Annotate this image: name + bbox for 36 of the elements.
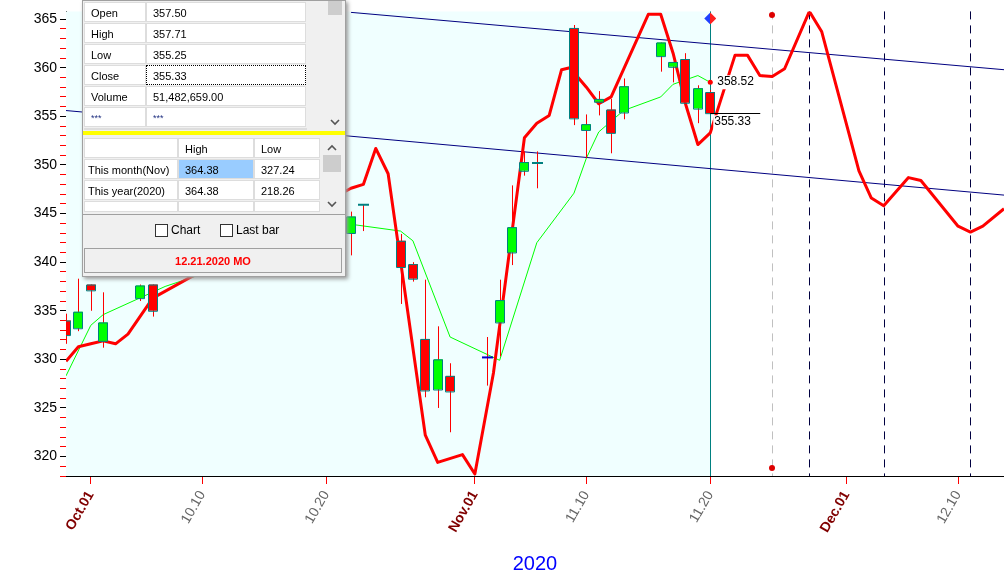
annotation: 355.33 — [714, 114, 752, 129]
y-tick-label: 360 — [33, 58, 58, 75]
annotation: Last bar — [236, 223, 280, 237]
annotation: 327.24 — [254, 159, 320, 179]
y-tick-label: 340 — [33, 253, 58, 270]
annotation: 358.52 — [717, 74, 755, 89]
annotation: *** — [84, 107, 146, 127]
annotation: 218.26 — [254, 180, 320, 200]
y-tick-label: 335 — [33, 301, 58, 318]
annotation: Close — [84, 65, 146, 85]
annotation: This year(2020) — [84, 180, 178, 200]
annotation: 357.50 — [146, 2, 306, 22]
annotation: 355.25 — [146, 44, 306, 64]
annotation: High — [84, 23, 146, 43]
y-tick-label: 320 — [33, 447, 58, 464]
annotation: 355.33 — [146, 65, 306, 85]
annotation: This month(Nov) — [84, 159, 178, 179]
annotation: Chart — [171, 223, 201, 237]
y-tick-label: 325 — [33, 398, 58, 415]
y-tick-label: 345 — [33, 204, 58, 221]
y-tick-label: 355 — [33, 107, 58, 124]
annotation: 51,482,659.00 — [146, 86, 306, 106]
annotation: 364.38 — [178, 159, 254, 179]
annotation: *** — [146, 107, 306, 127]
y-tick-label: 350 — [33, 155, 58, 172]
annotation: 357.71 — [146, 23, 306, 43]
x-axis-title: 2020 — [512, 551, 558, 574]
y-tick-label: 365 — [33, 10, 58, 27]
annotation: High — [178, 138, 254, 158]
annotation: 12.21.2020 MO — [84, 248, 342, 273]
annotation: Low — [254, 138, 320, 158]
annotation: 364.38 — [178, 180, 254, 200]
annotation: Volume — [84, 86, 146, 106]
annotation: Low — [84, 44, 146, 64]
y-tick-label: 330 — [33, 350, 58, 367]
annotation: Open — [84, 2, 146, 22]
